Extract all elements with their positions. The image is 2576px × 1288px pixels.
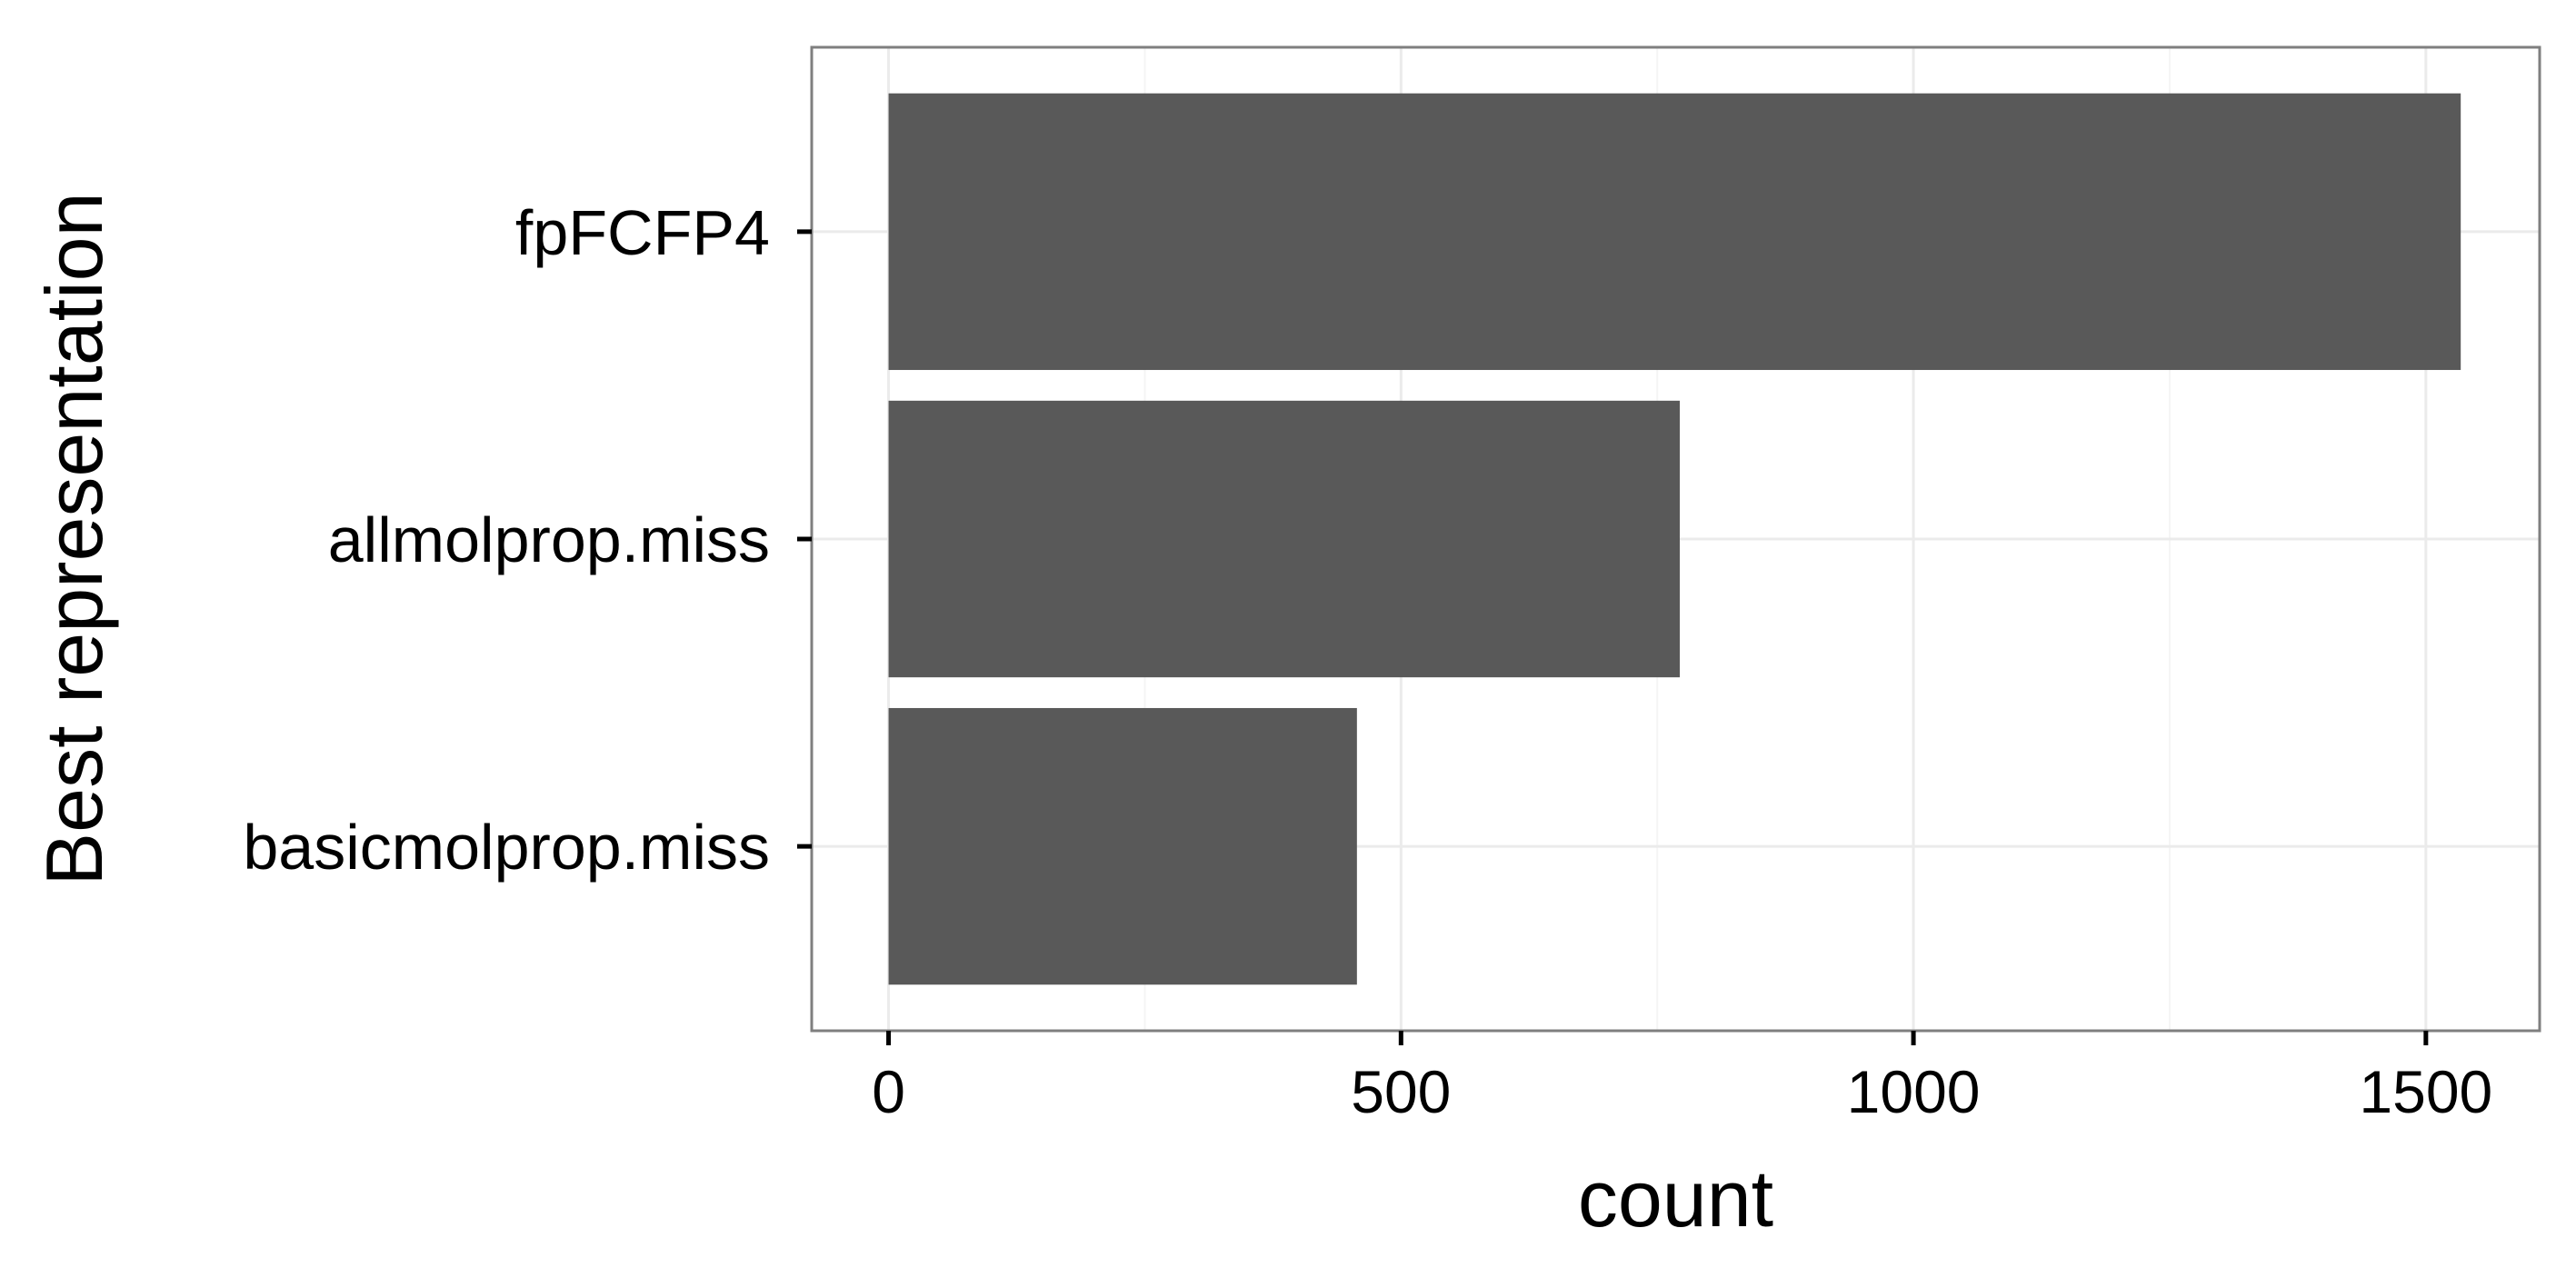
x-tick-label: 500: [1351, 1058, 1451, 1125]
x-tick-label: 1000: [1847, 1058, 1981, 1125]
axes: 0 500 1000 1500 basicmolprop.miss allmolprop.…: [243, 197, 2492, 1125]
bar-fpFCFP4: [888, 93, 2461, 371]
bars: [888, 93, 2461, 985]
y-tick-label: basicmolprop.miss: [243, 812, 770, 883]
x-tick-label: 1500: [2359, 1058, 2492, 1125]
x-axis-title: count: [1578, 1153, 1773, 1243]
bar-allmolprop.miss: [888, 400, 1681, 678]
y-axis-title: Best representation: [29, 192, 119, 885]
y-tick-label: allmolprop.miss: [328, 504, 770, 575]
bar-basicmolprop.miss: [888, 707, 1357, 985]
y-tick-label: fpFCFP4: [515, 197, 770, 268]
x-tick-label: 0: [872, 1058, 905, 1125]
